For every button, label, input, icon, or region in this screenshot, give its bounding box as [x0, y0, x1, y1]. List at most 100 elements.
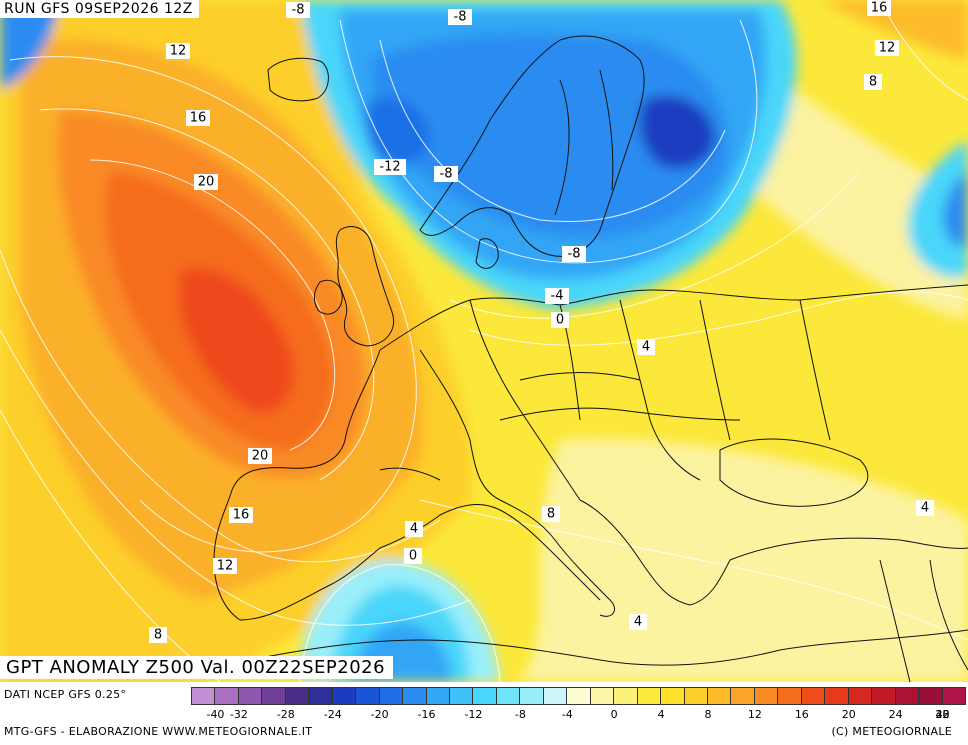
svg-text:12: 12	[217, 559, 234, 574]
contour-label: 16	[229, 507, 253, 523]
svg-text:8: 8	[154, 628, 162, 643]
map-title: GPT ANOMALY Z500 Val. 00Z22SEP2026	[0, 656, 394, 679]
legend-footer: DATI NCEP GFS 0.25° -40 -32 -28 -24 -20 -16 -1…	[0, 682, 968, 745]
svg-text:16: 16	[871, 1, 888, 16]
colorbar-cell	[331, 687, 357, 705]
svg-text:20: 20	[252, 449, 269, 464]
colorbar-cell	[824, 687, 849, 705]
colorbar-tick-label: 16	[794, 708, 809, 721]
contour-label: 8	[542, 506, 560, 522]
svg-text:16: 16	[190, 111, 207, 126]
colorbar-cell	[706, 687, 732, 705]
colorbar-tick-label: 28	[935, 708, 950, 721]
colorbar-cell	[589, 687, 615, 705]
contour-label: -8	[434, 166, 458, 182]
contour-label: 4	[916, 500, 934, 516]
colorbar-tick-label: -20	[370, 708, 389, 721]
colorbar-tick-label: 40	[935, 708, 950, 721]
colorbar	[191, 687, 966, 705]
contour-label: -8	[286, 2, 310, 18]
svg-text:4: 4	[642, 340, 650, 355]
colorbar-cell	[918, 687, 943, 705]
contour-label: 12	[213, 558, 237, 574]
contour-label: 20	[248, 448, 272, 464]
colorbar-cell	[636, 687, 662, 705]
colorbar-cell	[777, 687, 802, 705]
contour-label: -12	[374, 159, 406, 175]
colorbar-ticks: -40 -32 -28 -24 -20 -16 -12 -8 -4 0 4 8 12 16 20 24 28 32…	[192, 708, 966, 722]
colorbar-cell	[753, 687, 779, 705]
colorbar-cell	[542, 687, 568, 705]
colorbar-cell	[378, 687, 404, 705]
colorbar-tick-label: -24	[323, 708, 342, 721]
colorbar-cell	[448, 687, 474, 705]
contour-label: -8	[448, 9, 472, 25]
colorbar-cell	[660, 687, 685, 705]
colorbar-cell	[519, 687, 544, 705]
svg-text:-8: -8	[292, 3, 305, 18]
colorbar-cell	[566, 687, 591, 705]
colorbar-cell	[683, 687, 708, 705]
colorbar-cell	[425, 687, 450, 705]
contour-label: 16	[186, 110, 210, 126]
svg-text:12: 12	[879, 41, 896, 56]
colorbar-cell	[237, 687, 263, 705]
svg-text:4: 4	[634, 615, 642, 630]
colorbar-cell	[284, 687, 310, 705]
colorbar-cell	[800, 687, 826, 705]
colorbar-cell	[402, 687, 427, 705]
svg-text:-8: -8	[440, 167, 453, 182]
colorbar-tick-label: -32	[229, 708, 248, 721]
svg-text:8: 8	[547, 507, 555, 522]
contour-label: 12	[875, 40, 899, 56]
contour-label: 0	[404, 548, 422, 564]
colorbar-cell	[355, 687, 380, 705]
contour-label: 8	[149, 627, 167, 643]
svg-text:4: 4	[921, 501, 929, 516]
credit-right: (C) METEOGIORNALE	[831, 725, 952, 738]
colorbar-tick-label: 4	[657, 708, 665, 721]
contour-label: 20	[194, 174, 218, 190]
svg-text:4: 4	[410, 522, 418, 537]
contour-label: 4	[405, 521, 423, 537]
colorbar-tick-label: -12	[464, 708, 483, 721]
svg-text:20: 20	[198, 175, 215, 190]
anomaly-map: -8 -8 16 12 12 8 16 -12 -8 20 -8 -4 0 4 …	[0, 0, 968, 682]
svg-text:-12: -12	[379, 160, 400, 175]
colorbar-cell	[495, 687, 521, 705]
contour-label: 4	[629, 614, 647, 630]
svg-text:12: 12	[170, 44, 187, 59]
colorbar-tick-label: 20	[841, 708, 856, 721]
run-label: RUN GFS 09SEP2026 12Z	[0, 0, 199, 18]
colorbar-cell	[308, 687, 333, 705]
contour-label: 8	[864, 74, 882, 90]
svg-text:16: 16	[233, 508, 250, 523]
colorbar-cell	[472, 687, 497, 705]
contour-label: -4	[545, 288, 569, 304]
colorbar-cell	[894, 687, 920, 705]
colorbar-tick-label: -40	[206, 708, 225, 721]
credit-left: MTG-GFS - ELABORAZIONE WWW.METEOGIORNALE…	[4, 725, 313, 738]
svg-text:-8: -8	[454, 10, 467, 25]
colorbar-cell	[214, 687, 239, 705]
svg-text:0: 0	[409, 549, 417, 564]
colorbar-cell	[941, 687, 966, 705]
colorbar-tick-label: 12	[747, 708, 762, 721]
colorbar-tick-label: -8	[514, 708, 526, 721]
svg-text:-8: -8	[568, 247, 581, 262]
colorbar-cell	[730, 687, 755, 705]
contour-label: 0	[551, 312, 569, 328]
colorbar-tick-label: 24	[888, 708, 903, 721]
colorbar-cell	[847, 687, 873, 705]
colorbar-tick-label: 0	[610, 708, 618, 721]
colorbar-tick-label: 32	[935, 708, 950, 721]
data-source: DATI NCEP GFS 0.25°	[4, 688, 127, 701]
colorbar-cell	[871, 687, 896, 705]
svg-text:0: 0	[556, 313, 564, 328]
contour-label: 12	[166, 43, 190, 59]
colorbar-cell	[191, 687, 216, 705]
colorbar-tick-label: -16	[417, 708, 436, 721]
colorbar-tick-label: -4	[561, 708, 573, 721]
colorbar-cell	[613, 687, 638, 705]
colorbar-tick-label: 8	[704, 708, 712, 721]
